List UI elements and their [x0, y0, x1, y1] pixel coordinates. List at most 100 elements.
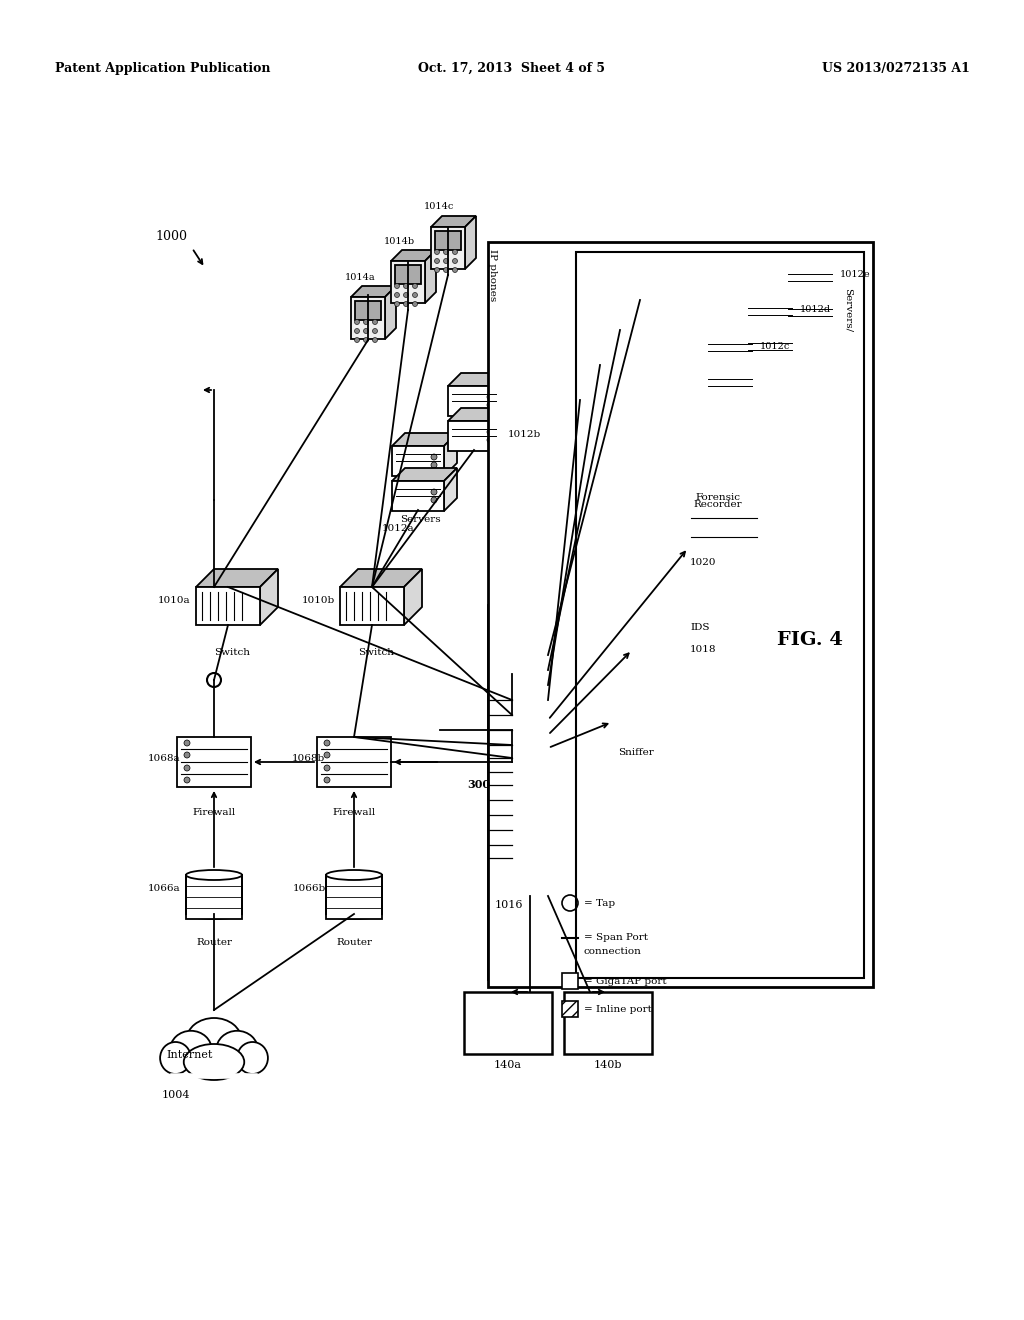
Circle shape — [373, 329, 378, 334]
Circle shape — [487, 429, 493, 436]
Circle shape — [207, 673, 221, 686]
Polygon shape — [756, 323, 769, 366]
Text: 1020: 1020 — [690, 558, 717, 568]
Circle shape — [487, 393, 493, 400]
Polygon shape — [756, 358, 769, 401]
Bar — [340, 587, 404, 624]
Text: 1066a: 1066a — [148, 884, 180, 894]
Text: Router: Router — [336, 939, 372, 946]
Polygon shape — [260, 569, 278, 624]
Bar — [395, 265, 421, 284]
Text: Sniffer: Sniffer — [618, 748, 654, 756]
Circle shape — [184, 777, 190, 783]
Circle shape — [823, 275, 829, 280]
Circle shape — [373, 338, 378, 342]
Ellipse shape — [183, 1044, 245, 1080]
Text: Forensic: Forensic — [695, 492, 740, 502]
Polygon shape — [836, 253, 849, 296]
Text: Servers: Servers — [399, 515, 440, 524]
Text: 1012e: 1012e — [840, 271, 870, 279]
Circle shape — [443, 259, 449, 264]
Circle shape — [434, 268, 439, 272]
Text: 1068a: 1068a — [148, 754, 180, 763]
Bar — [564, 993, 652, 1053]
Ellipse shape — [326, 870, 382, 880]
Circle shape — [403, 293, 409, 297]
Polygon shape — [523, 847, 537, 861]
Text: Servers/: Servers/ — [844, 288, 853, 333]
Circle shape — [184, 741, 190, 746]
Circle shape — [431, 498, 437, 503]
Polygon shape — [705, 358, 769, 371]
Circle shape — [373, 319, 378, 325]
Text: 1010b: 1010b — [302, 597, 335, 605]
Bar — [611, 700, 653, 737]
Circle shape — [324, 777, 330, 783]
Polygon shape — [836, 288, 849, 331]
Ellipse shape — [160, 1041, 190, 1074]
Polygon shape — [385, 286, 396, 339]
Polygon shape — [796, 286, 809, 330]
Circle shape — [434, 249, 439, 255]
Text: = Span Port: = Span Port — [584, 933, 648, 942]
Text: 1068b: 1068b — [292, 754, 326, 763]
Text: 1012a: 1012a — [382, 524, 415, 533]
Ellipse shape — [326, 909, 382, 919]
Circle shape — [364, 329, 369, 334]
Circle shape — [394, 301, 399, 306]
Text: Router: Router — [196, 939, 232, 946]
Circle shape — [431, 454, 437, 459]
Bar — [464, 993, 552, 1053]
Text: 1010a: 1010a — [158, 597, 190, 605]
Polygon shape — [449, 374, 513, 385]
Circle shape — [364, 338, 369, 342]
Circle shape — [434, 259, 439, 264]
Ellipse shape — [238, 1041, 268, 1074]
Circle shape — [823, 309, 829, 315]
Circle shape — [783, 315, 790, 322]
Circle shape — [453, 249, 458, 255]
Polygon shape — [523, 862, 537, 876]
Bar — [351, 297, 385, 339]
Polygon shape — [465, 216, 476, 269]
Text: connection: connection — [584, 948, 642, 957]
Circle shape — [431, 462, 437, 469]
Polygon shape — [431, 216, 476, 227]
Polygon shape — [444, 433, 457, 477]
Ellipse shape — [170, 1031, 212, 1069]
Circle shape — [443, 249, 449, 255]
Polygon shape — [351, 286, 396, 297]
Text: 1012d: 1012d — [800, 305, 831, 314]
Circle shape — [403, 284, 409, 289]
Text: 1014c: 1014c — [424, 202, 455, 211]
Polygon shape — [425, 249, 436, 304]
Circle shape — [743, 379, 749, 385]
Circle shape — [431, 488, 437, 495]
Polygon shape — [784, 288, 849, 301]
Text: FIG. 4: FIG. 4 — [777, 631, 843, 649]
Circle shape — [403, 301, 409, 306]
Polygon shape — [449, 408, 513, 421]
Bar — [488, 242, 873, 987]
Polygon shape — [744, 322, 809, 335]
Polygon shape — [688, 484, 776, 500]
Text: IDS: IDS — [690, 623, 710, 632]
Circle shape — [394, 284, 399, 289]
Polygon shape — [784, 253, 849, 267]
Bar — [705, 337, 756, 366]
Circle shape — [743, 387, 749, 393]
Polygon shape — [744, 286, 809, 300]
Bar — [523, 771, 537, 784]
Bar — [326, 875, 382, 919]
Circle shape — [324, 766, 330, 771]
Circle shape — [324, 741, 330, 746]
Polygon shape — [196, 569, 278, 587]
Bar — [784, 267, 836, 296]
Text: Internet: Internet — [167, 1049, 213, 1060]
Bar — [562, 973, 578, 989]
Text: Patent Application Publication: Patent Application Publication — [55, 62, 270, 75]
Text: 1018: 1018 — [690, 645, 717, 653]
Polygon shape — [404, 569, 422, 624]
Bar — [562, 1001, 578, 1016]
Polygon shape — [705, 323, 769, 337]
